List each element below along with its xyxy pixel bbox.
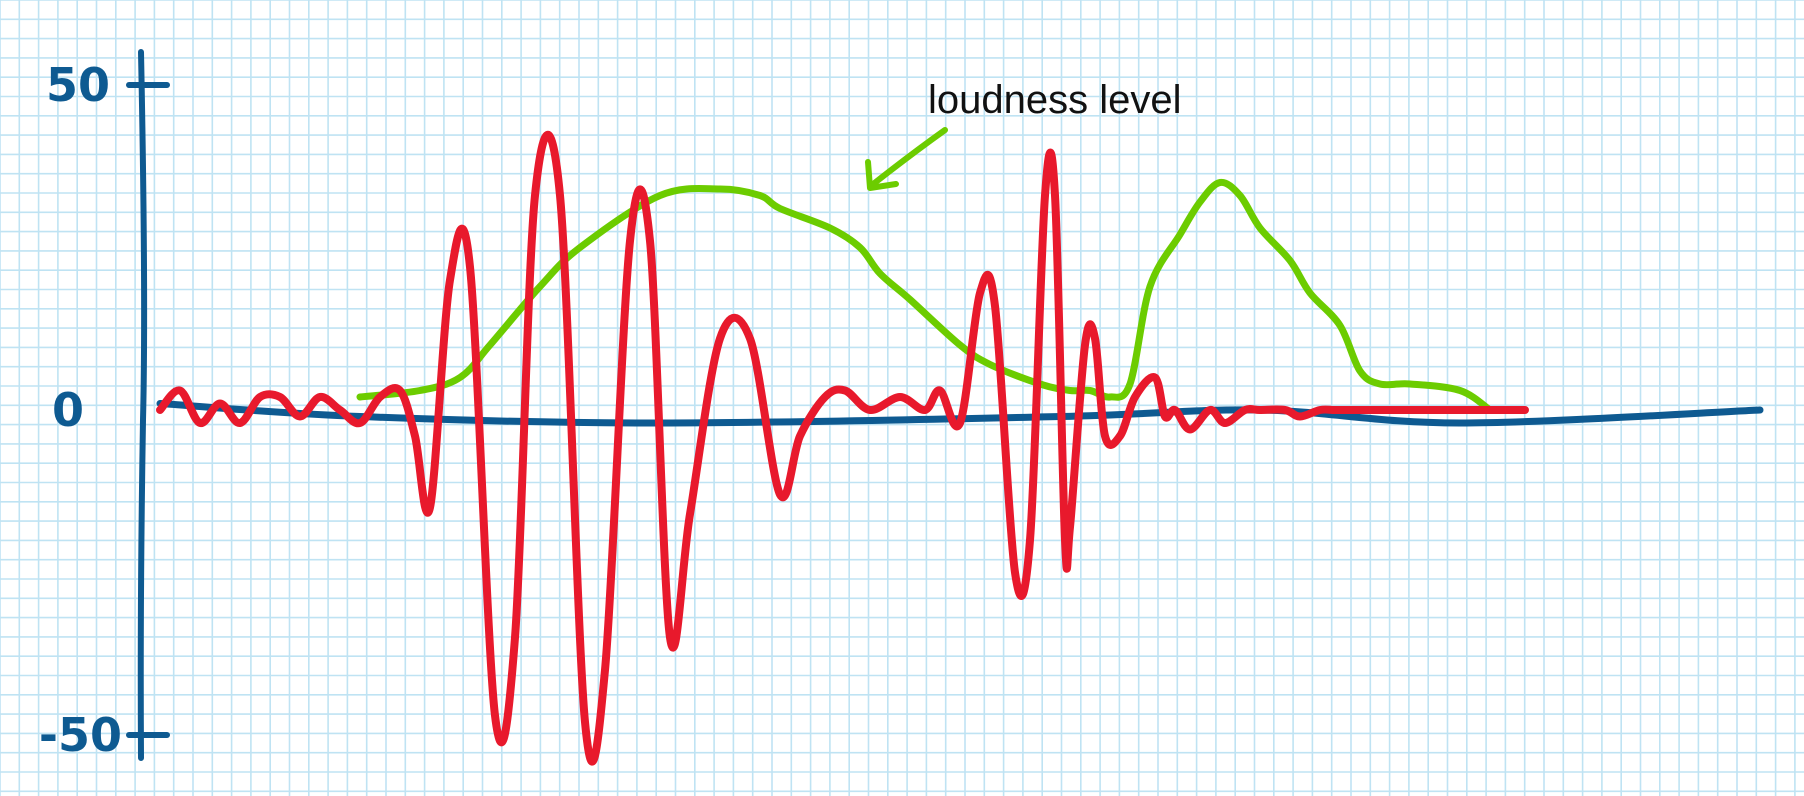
y-axis-ticks: 50 0 -50 — [39, 58, 170, 762]
y-tick-label: 0 — [52, 383, 84, 437]
series-layer — [156, 130, 1764, 766]
series-line-envelope — [356, 178, 1494, 414]
loudness-annotation: loudness level — [865, 78, 1182, 191]
y-tick-label: 50 — [46, 58, 110, 112]
annotation-arrowhead-icon — [865, 159, 899, 191]
annotation-arrow-icon — [869, 127, 948, 188]
y-tick-label: -50 — [39, 708, 122, 762]
series-line-waveform — [156, 130, 1529, 766]
series-line-baseline — [156, 400, 1764, 427]
y-axis-line — [137, 49, 148, 761]
annotation-label: loudness level — [928, 78, 1182, 122]
plot-area: 50 0 -50 loudness level — [39, 49, 1764, 766]
